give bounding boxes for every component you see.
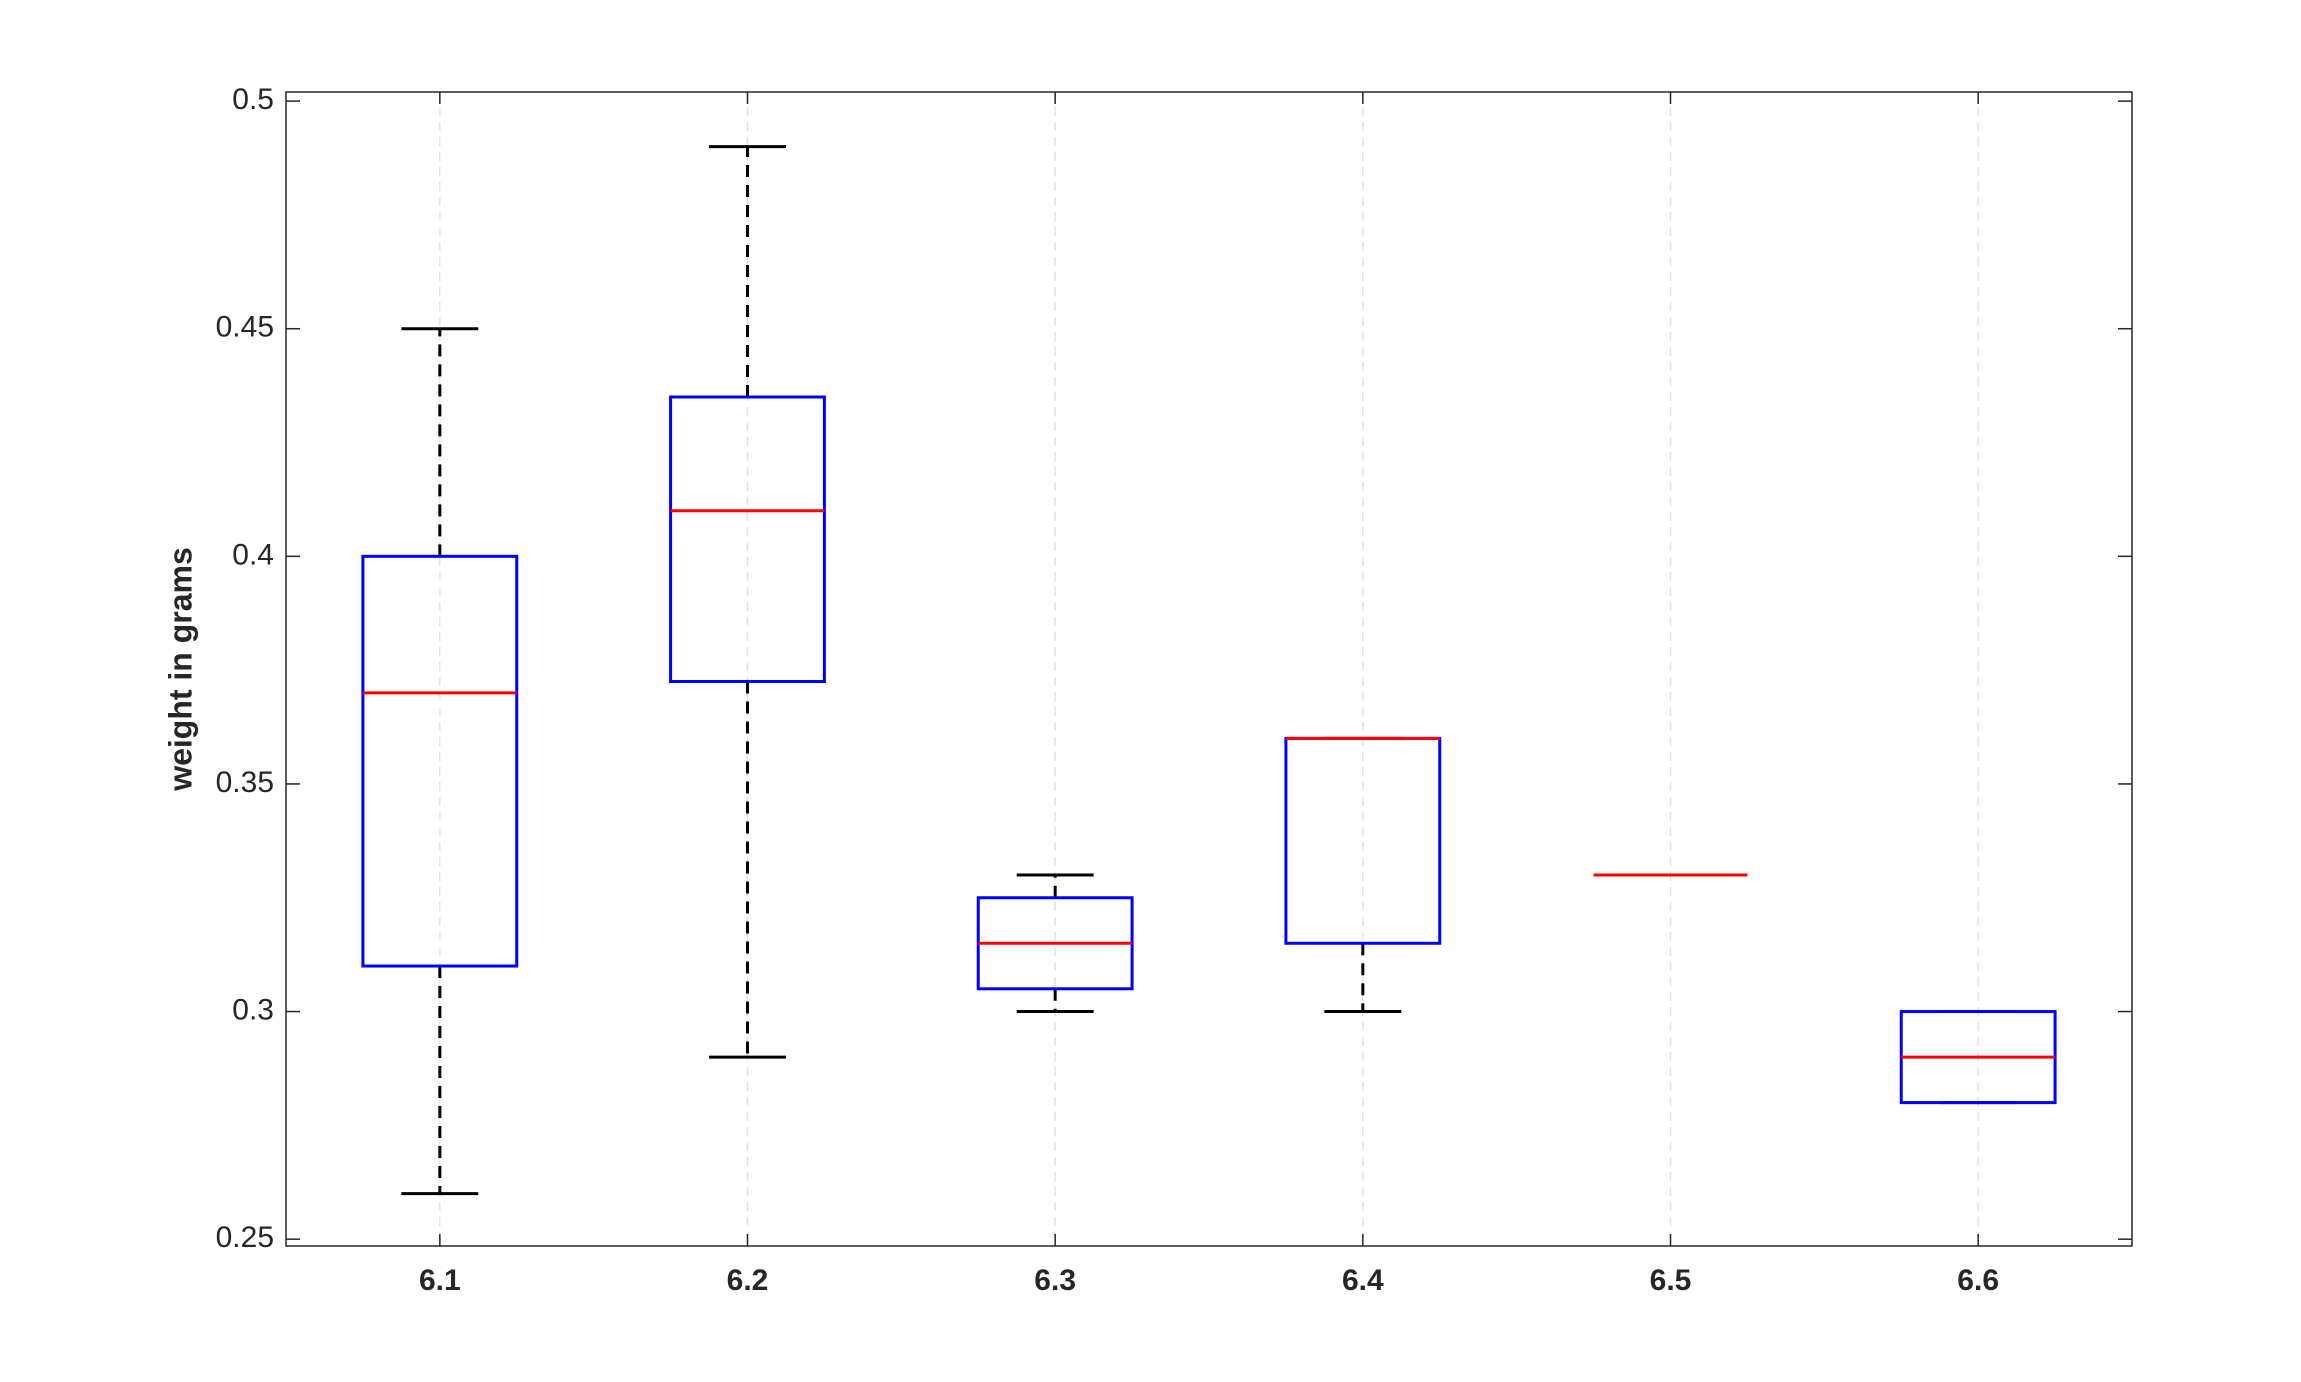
x-tick-label: 6.6 bbox=[1957, 1264, 1999, 1297]
x-tick-label: 6.3 bbox=[1034, 1264, 1076, 1297]
plot-frame bbox=[285, 91, 2133, 1247]
y-tick-label: 0.3 bbox=[232, 993, 274, 1026]
y-tick-label: 0.45 bbox=[216, 311, 274, 344]
x-tick-label: 6.2 bbox=[727, 1264, 769, 1297]
y-tick-label: 0.35 bbox=[216, 766, 274, 799]
y-tick-label: 0.25 bbox=[216, 1221, 274, 1254]
y-axis-label: weight in grams bbox=[162, 547, 198, 792]
y-tick-label: 0.5 bbox=[232, 83, 274, 116]
x-tick-label: 6.1 bbox=[419, 1264, 461, 1297]
box bbox=[361, 554, 519, 968]
y-tick-label: 0.4 bbox=[232, 538, 274, 571]
box bbox=[669, 395, 826, 684]
x-tick-label: 6.4 bbox=[1342, 1264, 1384, 1297]
x-tick-label: 6.5 bbox=[1650, 1264, 1692, 1297]
